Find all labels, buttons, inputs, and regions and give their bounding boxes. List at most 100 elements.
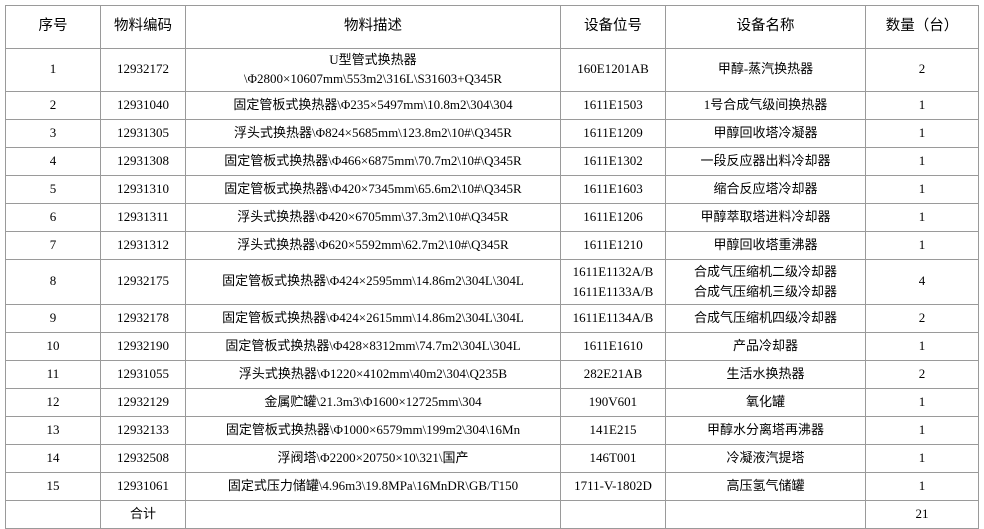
cell-material-code: 12932190 xyxy=(100,331,186,361)
cell-equipment-name: 合成气压缩机四级冷却器 xyxy=(665,303,866,333)
cell-sequence: 14 xyxy=(5,443,101,473)
cell-equipment-tag: 1611E1603 xyxy=(560,174,666,204)
cell-material-code: 12931305 xyxy=(100,118,186,148)
table-row: 1 12932172 U型管式换热器 \Φ2800×10607mm\553m2\… xyxy=(5,48,979,92)
cell-sequence: 10 xyxy=(5,331,101,361)
cell-material-code: 12931312 xyxy=(100,230,186,260)
cell-material-description: 固定式压力储罐\4.96m3\19.8MPa\16MnDR\GB/T150 xyxy=(185,471,561,501)
column-header-quantity: 数量（台） xyxy=(865,5,979,49)
cell-equipment-name: 甲醇-蒸汽换热器 xyxy=(665,48,866,92)
cell-material-code: 12932133 xyxy=(100,415,186,445)
cell-total-equipment-tag xyxy=(560,499,666,529)
table-header-row: 序号 物料编码 物料描述 设备位号 设备名称 数量（台） xyxy=(5,5,979,49)
table-row: 14 12932508 浮阀塔\Φ2200×20750×10\321\国产 14… xyxy=(5,443,979,473)
cell-material-description: 浮头式换热器\Φ620×5592mm\62.7m2\10#\Q345R xyxy=(185,230,561,260)
cell-material-description: 固定管板式换热器\Φ424×2595mm\14.86m2\304L\304L xyxy=(185,258,561,305)
cell-equipment-tag: 190V601 xyxy=(560,387,666,417)
cell-equipment-tag: 1611E1209 xyxy=(560,118,666,148)
column-header-material-description: 物料描述 xyxy=(185,5,561,49)
cell-equipment-name: 生活水换热器 xyxy=(665,359,866,389)
cell-material-description: 固定管板式换热器\Φ420×7345mm\65.6m2\10#\Q345R xyxy=(185,174,561,204)
cell-quantity: 1 xyxy=(865,202,979,232)
table-row: 9 12932178 固定管板式换热器\Φ424×2615mm\14.86m2\… xyxy=(5,303,979,333)
cell-total-equipment-name xyxy=(665,499,866,529)
cell-quantity: 1 xyxy=(865,443,979,473)
cell-equipment-name: 一段反应器出料冷却器 xyxy=(665,146,866,176)
cell-equipment-tag: 1611E1210 xyxy=(560,230,666,260)
equipment-tag-line-2: 1611E1133A/B xyxy=(572,283,654,299)
table-row: 8 12932175 固定管板式换热器\Φ424×2595mm\14.86m2\… xyxy=(5,258,979,305)
cell-material-description: 浮头式换热器\Φ824×5685mm\123.8m2\10#\Q345R xyxy=(185,118,561,148)
cell-material-code: 12932175 xyxy=(100,258,186,305)
cell-material-code: 12931311 xyxy=(100,202,186,232)
cell-material-description: 金属贮罐\21.3m3\Φ1600×12725mm\304 xyxy=(185,387,561,417)
cell-equipment-tag: 282E21AB xyxy=(560,359,666,389)
cell-material-code: 12931040 xyxy=(100,90,186,120)
cell-equipment-name: 甲醇水分离塔再沸器 xyxy=(665,415,866,445)
cell-material-description: 固定管板式换热器\Φ1000×6579mm\199m2\304\16Mn xyxy=(185,415,561,445)
cell-sequence: 5 xyxy=(5,174,101,204)
column-header-material-code: 物料编码 xyxy=(100,5,186,49)
cell-sequence: 8 xyxy=(5,258,101,305)
cell-equipment-name: 合成气压缩机二级冷却器 合成气压缩机三级冷却器 xyxy=(665,258,866,305)
cell-quantity: 1 xyxy=(865,174,979,204)
table-total-row: 合计 21 xyxy=(5,499,979,529)
description-line-1: U型管式换热器 xyxy=(329,52,417,67)
cell-equipment-name: 冷凝液汽提塔 xyxy=(665,443,866,473)
cell-equipment-tag: 141E215 xyxy=(560,415,666,445)
cell-sequence: 12 xyxy=(5,387,101,417)
cell-equipment-name: 产品冷却器 xyxy=(665,331,866,361)
description-line-2: \Φ2800×10607mm\553m2\316L\S31603+Q345R xyxy=(243,70,503,86)
cell-material-code: 12932172 xyxy=(100,48,186,92)
cell-quantity: 1 xyxy=(865,471,979,501)
cell-quantity: 4 xyxy=(865,258,979,305)
cell-total-sequence xyxy=(5,499,101,529)
cell-material-description: 固定管板式换热器\Φ235×5497mm\10.8m2\304\304 xyxy=(185,90,561,120)
cell-equipment-tag: 1611E1132A/B 1611E1133A/B xyxy=(560,258,666,305)
cell-quantity: 2 xyxy=(865,359,979,389)
cell-material-description: 固定管板式换热器\Φ466×6875mm\70.7m2\10#\Q345R xyxy=(185,146,561,176)
table-row: 4 12931308 固定管板式换热器\Φ466×6875mm\70.7m2\1… xyxy=(5,146,979,176)
cell-material-description: 固定管板式换热器\Φ428×8312mm\74.7m2\304L\304L xyxy=(185,331,561,361)
cell-sequence: 6 xyxy=(5,202,101,232)
cell-equipment-name: 甲醇回收塔重沸器 xyxy=(665,230,866,260)
table-header: 序号 物料编码 物料描述 设备位号 设备名称 数量（台） xyxy=(5,5,979,49)
cell-quantity: 1 xyxy=(865,90,979,120)
cell-material-code: 12932508 xyxy=(100,443,186,473)
cell-material-description: U型管式换热器 \Φ2800×10607mm\553m2\316L\S31603… xyxy=(185,48,561,92)
table-row: 5 12931310 固定管板式换热器\Φ420×7345mm\65.6m2\1… xyxy=(5,174,979,204)
cell-sequence: 4 xyxy=(5,146,101,176)
table-row: 12 12932129 金属贮罐\21.3m3\Φ1600×12725mm\30… xyxy=(5,387,979,417)
cell-sequence: 15 xyxy=(5,471,101,501)
cell-equipment-tag: 1611E1503 xyxy=(560,90,666,120)
cell-material-code: 12931055 xyxy=(100,359,186,389)
cell-equipment-tag: 1611E1134A/B xyxy=(560,303,666,333)
column-header-equipment-name: 设备名称 xyxy=(665,5,866,49)
table-row: 7 12931312 浮头式换热器\Φ620×5592mm\62.7m2\10#… xyxy=(5,230,979,260)
cell-equipment-name: 甲醇萃取塔进料冷却器 xyxy=(665,202,866,232)
cell-quantity: 1 xyxy=(865,387,979,417)
cell-equipment-tag: 1611E1206 xyxy=(560,202,666,232)
cell-equipment-name: 氧化罐 xyxy=(665,387,866,417)
cell-material-description: 浮阀塔\Φ2200×20750×10\321\国产 xyxy=(185,443,561,473)
cell-sequence: 11 xyxy=(5,359,101,389)
cell-quantity: 1 xyxy=(865,230,979,260)
cell-material-code: 12932178 xyxy=(100,303,186,333)
equipment-tag-line-1: 1611E1132A/B xyxy=(572,263,654,279)
cell-material-description: 固定管板式换热器\Φ424×2615mm\14.86m2\304L\304L xyxy=(185,303,561,333)
cell-material-code: 12931061 xyxy=(100,471,186,501)
cell-equipment-name: 缩合反应塔冷却器 xyxy=(665,174,866,204)
cell-quantity: 2 xyxy=(865,48,979,92)
cell-quantity: 1 xyxy=(865,146,979,176)
cell-quantity: 1 xyxy=(865,118,979,148)
cell-equipment-name: 高压氢气储罐 xyxy=(665,471,866,501)
cell-sequence: 13 xyxy=(5,415,101,445)
table-row: 13 12932133 固定管板式换热器\Φ1000×6579mm\199m2\… xyxy=(5,415,979,445)
cell-sequence: 9 xyxy=(5,303,101,333)
cell-material-code: 12931308 xyxy=(100,146,186,176)
table-row: 2 12931040 固定管板式换热器\Φ235×5497mm\10.8m2\3… xyxy=(5,90,979,120)
cell-material-description: 浮头式换热器\Φ420×6705mm\37.3m2\10#\Q345R xyxy=(185,202,561,232)
cell-sequence: 3 xyxy=(5,118,101,148)
cell-quantity: 1 xyxy=(865,331,979,361)
equipment-name-line-1: 合成气压缩机二级冷却器 xyxy=(693,263,837,279)
